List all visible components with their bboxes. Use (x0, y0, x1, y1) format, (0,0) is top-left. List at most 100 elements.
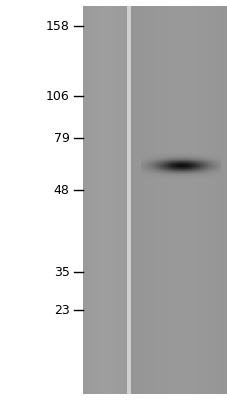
Bar (216, 177, 217, 178)
Bar (199, 160, 200, 161)
Bar (190, 178, 191, 179)
Bar (183, 155, 184, 156)
Bar (170, 165, 171, 166)
Bar (188, 157, 190, 158)
Bar (167, 160, 168, 161)
Bar (207, 171, 208, 172)
Bar (162, 159, 163, 160)
Bar (208, 178, 210, 179)
Bar (162, 153, 163, 154)
Bar (122, 6, 123, 394)
Bar (141, 167, 142, 168)
Bar (150, 166, 151, 167)
Bar (158, 160, 159, 161)
Bar (165, 163, 166, 164)
Bar (194, 171, 195, 172)
Bar (166, 171, 167, 172)
Bar (187, 163, 188, 164)
Bar (219, 174, 220, 175)
Bar (162, 170, 163, 171)
Bar (167, 165, 168, 166)
Bar (192, 178, 194, 179)
Bar (153, 165, 154, 166)
Bar (182, 174, 183, 175)
Bar (171, 177, 173, 178)
Bar (147, 176, 149, 177)
Bar (142, 171, 143, 172)
Bar (207, 154, 208, 155)
Bar (120, 6, 122, 394)
Bar (206, 164, 207, 165)
Bar (214, 171, 215, 172)
Bar (168, 155, 170, 156)
Bar (171, 154, 173, 155)
Bar (173, 170, 174, 171)
Bar (190, 162, 191, 163)
Bar (216, 164, 217, 165)
Bar (141, 160, 142, 161)
Bar (168, 154, 170, 155)
Bar (154, 169, 155, 170)
Bar (170, 172, 171, 173)
Bar (187, 173, 188, 174)
Bar (203, 165, 204, 166)
Bar (167, 170, 168, 171)
Bar (194, 169, 195, 170)
Bar (207, 165, 208, 166)
Bar (182, 162, 183, 163)
Bar (167, 155, 168, 156)
Bar (145, 169, 146, 170)
Bar (150, 172, 151, 173)
Bar (207, 163, 208, 164)
Bar (194, 153, 195, 154)
Bar (200, 154, 202, 155)
Bar (183, 164, 184, 165)
Bar (200, 160, 202, 161)
Bar (219, 175, 220, 176)
Bar (174, 172, 175, 173)
Bar (150, 171, 151, 172)
Bar (158, 174, 159, 175)
Bar (145, 159, 146, 160)
Bar (180, 169, 182, 170)
Bar (204, 176, 206, 177)
Bar (91, 6, 93, 394)
Bar (214, 159, 215, 160)
Bar (162, 174, 163, 175)
Bar (199, 156, 200, 157)
Bar (216, 165, 217, 166)
Bar (199, 170, 200, 171)
Bar (173, 161, 174, 162)
Bar (157, 158, 158, 159)
Bar (200, 164, 202, 165)
Bar (146, 171, 147, 172)
Bar (214, 154, 215, 155)
Bar (216, 171, 217, 172)
Text: 158: 158 (45, 20, 69, 32)
Bar (150, 170, 151, 171)
Bar (196, 168, 198, 169)
Bar (204, 158, 206, 159)
Bar (206, 165, 207, 166)
Bar (203, 168, 204, 169)
Bar (198, 163, 199, 164)
Bar (183, 165, 184, 166)
Bar (143, 160, 145, 161)
Bar (178, 177, 179, 178)
Bar (183, 174, 184, 175)
Bar (182, 177, 183, 178)
Bar (178, 157, 179, 158)
Bar (187, 168, 188, 169)
Bar (179, 171, 180, 172)
Bar (158, 156, 159, 157)
Bar (184, 170, 186, 171)
Bar (180, 166, 182, 167)
Bar (155, 166, 157, 167)
Bar (147, 6, 150, 394)
Bar (142, 153, 143, 154)
Bar (153, 154, 154, 155)
Bar (216, 160, 217, 161)
Bar (202, 156, 203, 157)
Bar (168, 169, 170, 170)
Bar (182, 164, 183, 165)
